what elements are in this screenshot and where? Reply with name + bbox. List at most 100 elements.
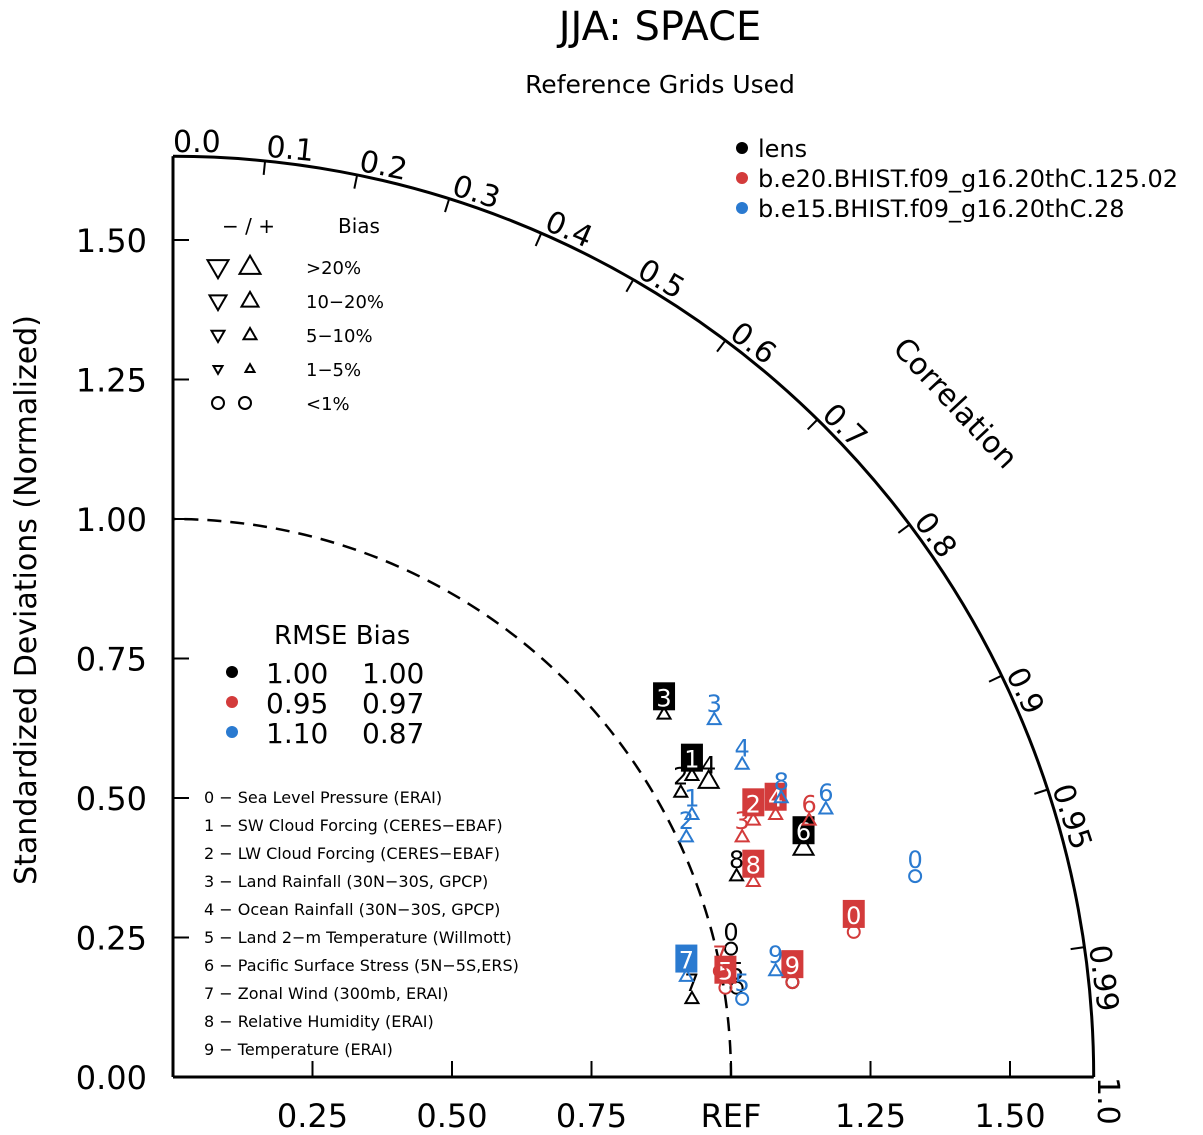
data-point: 7 (675, 944, 698, 982)
correlation-tick-label: 0.95 (1044, 780, 1098, 854)
point-label: 7 (684, 969, 699, 997)
x-tick-label: 0.25 (277, 1097, 348, 1135)
point-label: 4 (701, 751, 716, 779)
x-tick-label: 1.50 (974, 1097, 1045, 1135)
point-marker (745, 872, 762, 887)
correlation-tick-label: 0.8 (907, 506, 964, 565)
rmse-bias-dot (226, 666, 238, 678)
point-label: 8 (746, 852, 761, 880)
y-tick-label: 0.50 (76, 780, 147, 818)
correlation-tick-label: 0.99 (1081, 943, 1125, 1014)
bias-legend-tri-down (207, 294, 229, 313)
bias-value: 1.00 (362, 657, 424, 690)
correlation-tick (625, 279, 635, 293)
correlation-tick-label: 0.9 (998, 662, 1050, 720)
point-label: 6 (818, 779, 833, 807)
variable-legend-item: 6 − Pacific Surface Stress (5N−5S,ERS) (204, 956, 519, 975)
data-point: 3 (653, 682, 676, 720)
point-marker (712, 963, 727, 978)
variable-legend-item: 3 − Land Rainfall (30N−30S, GPCP) (204, 872, 488, 891)
variable-legend-item: 2 − LW Cloud Forcing (CERES−EBAF) (204, 844, 500, 863)
x-tick-label: 1.25 (835, 1097, 906, 1135)
chart-subtitle: Reference Grids Used (525, 70, 795, 99)
data-point: 7 (712, 941, 727, 978)
bias-legend-title: Bias (338, 214, 380, 238)
bias-legend-label: 5−10% (306, 326, 373, 347)
bias-legend-tri-up (239, 289, 261, 308)
point-marker (678, 967, 695, 982)
point-label: 7 (679, 947, 694, 975)
point-label-box (781, 950, 804, 979)
point-label: 9 (785, 952, 800, 980)
x-axis-ticks: 0.25 0.50 0.75 REF 1.25 1.50 (277, 1061, 1046, 1135)
point-label: 8 (774, 768, 789, 796)
point-marker (767, 805, 784, 821)
data-points: 01234567890234567890123456789 (653, 682, 923, 1006)
data-point: 0 (907, 846, 923, 884)
point-label-box (675, 944, 698, 973)
case-legend-dot (736, 172, 748, 184)
data-point: 3 (706, 690, 723, 726)
correlation-label: Correlation (886, 331, 1024, 476)
point-label: 1 (684, 785, 699, 813)
point-label-box (842, 899, 865, 928)
data-point: 2 (678, 807, 695, 843)
correlation-tick (897, 523, 911, 534)
data-point: 8 (728, 846, 745, 882)
bias-legend-label: <1% (306, 394, 350, 415)
bias-legend-tri-up (237, 253, 263, 275)
point-marker (735, 991, 750, 1006)
point-marker (800, 811, 818, 826)
data-point: 2 (672, 762, 690, 798)
data-point: 8 (742, 849, 765, 887)
bias-legend-sign: − / + (222, 214, 275, 238)
bias-legend-circle (211, 396, 225, 410)
point-marker (683, 766, 701, 781)
point-label: 1 (684, 746, 699, 774)
correlation-tick (1070, 946, 1085, 951)
correlation-tick (262, 160, 267, 175)
point-label: 0 (723, 919, 738, 947)
data-point: 4 (696, 751, 721, 789)
rmse-value: 1.10 (266, 717, 328, 750)
point-marker (678, 828, 695, 843)
case-legend-label: lens (758, 135, 807, 163)
point-marker (728, 867, 745, 882)
bias-legend-tri-up (243, 362, 257, 373)
point-label: 0 (907, 846, 922, 874)
rmse-value: 0.95 (266, 687, 328, 720)
point-marker (733, 755, 751, 770)
bias-legend-label: 1−5% (306, 360, 361, 381)
case-legend: lensb.e20.BHIST.f09_g16.20thC.125.02b.e1… (736, 135, 1178, 223)
point-marker (817, 800, 835, 815)
axes (171, 154, 1096, 1079)
case-legend-dot (736, 202, 748, 214)
variable-legend: 0 − Sea Level Pressure (ERAI) 1 − SW Clou… (204, 788, 519, 1059)
data-point: 7 (683, 969, 701, 1005)
correlation-tick-label: 1.0 (1090, 1077, 1125, 1125)
point-marker (655, 705, 673, 720)
point-marker (672, 783, 690, 798)
point-label: 2 (673, 762, 688, 790)
variable-legend-item: 1 − SW Cloud Forcing (CERES−EBAF) (204, 816, 503, 835)
point-marker (683, 805, 701, 821)
bias-legend-label: >20% (306, 258, 361, 279)
point-label: 6 (801, 790, 816, 818)
point-label: 0 (846, 902, 861, 930)
correlation-tick-label: 0.6 (723, 315, 782, 372)
correlation-tick (988, 674, 1003, 683)
data-point: 1 (680, 743, 703, 781)
correlation-tick-label: 0.4 (540, 204, 598, 255)
x-tick-label: 0.50 (416, 1097, 487, 1135)
correlation-tick (806, 418, 819, 431)
data-point: 0 (842, 899, 865, 939)
reference-arc (172, 517, 733, 1078)
correlation-tick (444, 198, 451, 213)
point-label: 2 (746, 790, 761, 818)
data-point: 2 (742, 788, 765, 826)
bias-legend-tri-up (241, 326, 259, 341)
correlation-tick-label: 0.7 (815, 397, 874, 455)
bias-value: 0.87 (362, 717, 424, 750)
